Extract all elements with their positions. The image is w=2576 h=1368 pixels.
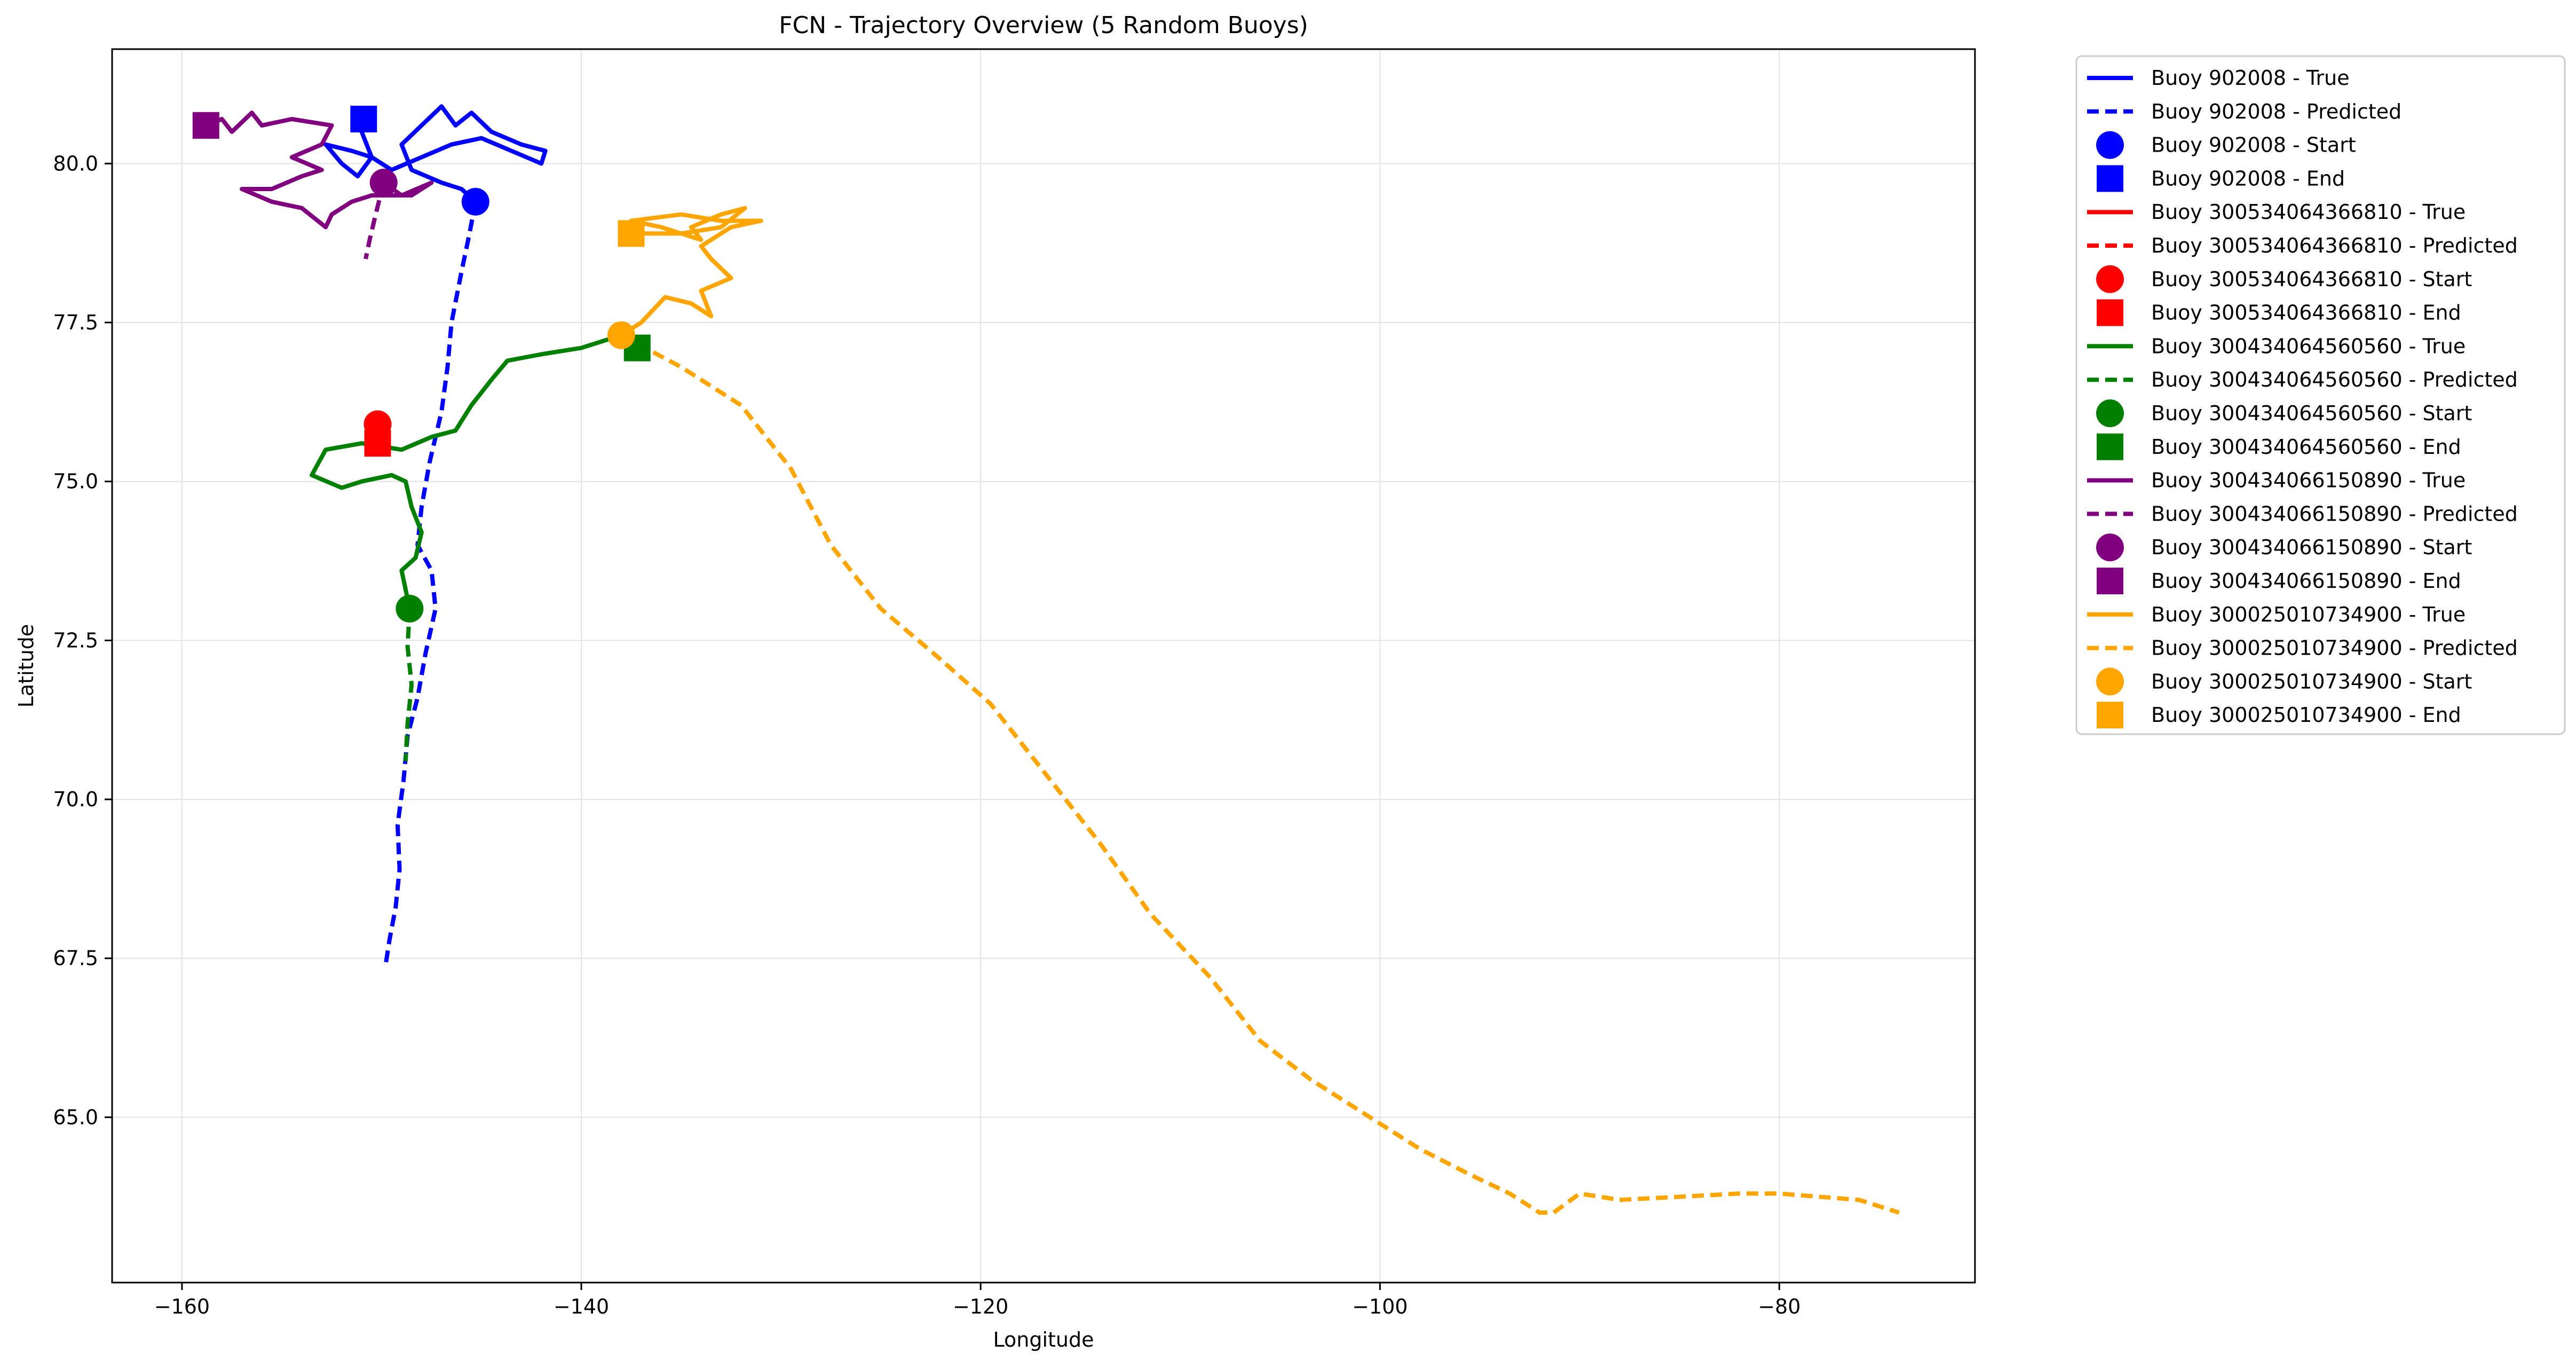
start-marker-902008 [461, 187, 489, 216]
predicted-path-300025010734900 [620, 333, 1900, 1215]
x-tick-label: −80 [1758, 1295, 1800, 1318]
legend-label: Buoy 300025010734900 - True [2151, 603, 2466, 626]
legend-swatch-start [2096, 667, 2124, 696]
legend-swatch-start [2096, 533, 2124, 562]
start-marker-300434064560560 [396, 594, 424, 623]
predicted-path-902008 [383, 201, 478, 965]
legend-swatch-end [2097, 299, 2123, 326]
y-tick-label: 72.5 [53, 628, 98, 652]
y-axis-label: Latitude [14, 624, 38, 707]
legend-label: Buoy 902008 - True [2151, 66, 2350, 90]
x-tick-label: −160 [154, 1295, 210, 1318]
y-tick-label: 75.0 [53, 470, 98, 493]
legend-label: Buoy 300434064560560 - End [2151, 435, 2461, 459]
legend-label: Buoy 300534064366810 - Predicted [2151, 234, 2518, 257]
true-path-300025010734900 [619, 206, 763, 337]
legend: Buoy 902008 - True Buoy 902008 - Predicte… [2075, 55, 2566, 735]
predicted-path-300434064560560 [403, 608, 414, 761]
legend-swatch-start [2096, 131, 2124, 159]
legend-frame [2075, 55, 2566, 735]
y-tick-label: 77.5 [53, 311, 98, 334]
true-path-902008 [323, 104, 548, 204]
end-marker-300025010734900 [618, 220, 645, 247]
y-tick-label: 65.0 [53, 1105, 98, 1129]
x-tick-label: −120 [953, 1295, 1008, 1318]
y-tick-label: 70.0 [53, 788, 98, 811]
x-axis-label: Longitude [993, 1328, 1094, 1351]
legend-label: Buoy 902008 - Predicted [2151, 100, 2401, 123]
legend-label: Buoy 300434064560560 - Start [2151, 402, 2472, 425]
legend-label: Buoy 300434066150890 - End [2151, 569, 2461, 593]
x-tick-label: −100 [1352, 1295, 1408, 1318]
legend-swatch-end [2097, 568, 2123, 594]
end-marker-300434066150890 [192, 112, 219, 139]
legend-swatch-start [2096, 265, 2124, 293]
legend-label: Buoy 300025010734900 - End [2151, 703, 2461, 727]
grid-lines [112, 49, 1975, 1283]
axis-ticks: −160 −140 −120 −100 −80 65.0 67.5 70.0 72.5 75.0 7… [53, 152, 1800, 1318]
legend-swatch-start [2096, 399, 2124, 427]
legend-label: Buoy 300434066150890 - Start [2151, 536, 2472, 559]
predicted-path-300434066150890 [364, 182, 386, 260]
legend-label: Buoy 300534064366810 - End [2151, 301, 2461, 325]
legend-label: Buoy 300025010734900 - Start [2151, 670, 2472, 693]
legend-label: Buoy 300025010734900 - Predicted [2151, 636, 2518, 660]
legend-label: Buoy 300434066150890 - Predicted [2151, 502, 2518, 525]
chart-title: FCN - Trajectory Overview (5 Random Buoy… [779, 12, 1308, 39]
start-marker-300025010734900 [607, 321, 635, 349]
y-tick-label: 80.0 [53, 152, 98, 175]
plot-data [192, 104, 1900, 1215]
legend-label: Buoy 300434064560560 - Predicted [2151, 368, 2518, 391]
legend-swatch-end [2097, 433, 2123, 460]
true-path-300434064560560 [310, 336, 639, 611]
legend-label: Buoy 902008 - End [2151, 167, 2345, 190]
legend-label: Buoy 300434066150890 - True [2151, 469, 2466, 492]
legend-label: Buoy 300434064560560 - True [2151, 334, 2466, 358]
legend-label: Buoy 902008 - Start [2151, 133, 2356, 157]
start-marker-300434066150890 [369, 169, 398, 197]
plot-area-frame [111, 48, 1976, 1284]
end-marker-902008 [350, 105, 377, 132]
end-marker-300534064366810 [364, 430, 391, 457]
x-tick-label: −140 [554, 1295, 609, 1318]
legend-label: Buoy 300534064366810 - Start [2151, 268, 2472, 291]
legend-swatch-end [2097, 702, 2123, 729]
y-tick-label: 67.5 [53, 947, 98, 970]
legend-label: Buoy 300534064366810 - True [2151, 200, 2466, 224]
legend-swatch-end [2097, 165, 2123, 192]
